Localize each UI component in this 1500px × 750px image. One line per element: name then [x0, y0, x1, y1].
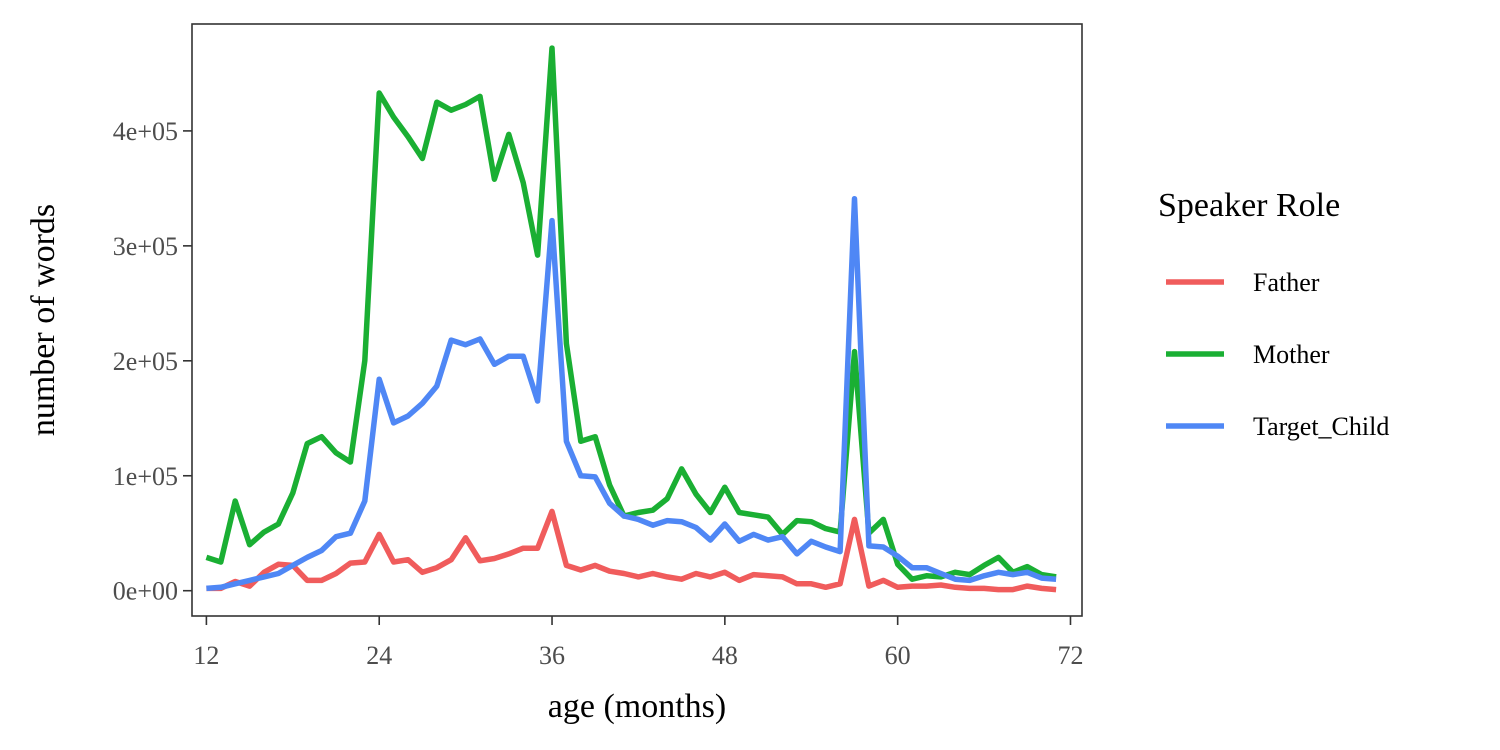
x-axis-title: age (months): [548, 688, 726, 725]
legend-label: Father: [1253, 268, 1320, 297]
legend-item: Target_Child: [1166, 412, 1389, 441]
x-tick-label: 36: [539, 641, 565, 670]
legend: Speaker Role Father Mother Target_Child: [1158, 187, 1389, 441]
x-tick-label: 12: [193, 641, 219, 670]
x-tick-label: 60: [885, 641, 911, 670]
x-axis: 12 24 36 48 60 72: [193, 616, 1083, 670]
y-axis: 0e+00 1e+05 2e+05 3e+05 4e+05: [113, 117, 192, 606]
y-tick-label: 1e+05: [113, 462, 178, 491]
legend-item: Mother: [1166, 340, 1330, 369]
series-line-mother: [205, 45, 1057, 582]
plot-panel-border: [191, 23, 1083, 617]
legend-item: Father: [1166, 268, 1320, 297]
y-tick-label: 3e+05: [113, 232, 178, 261]
y-tick-label: 2e+05: [113, 347, 178, 376]
series-line-father: [206, 508, 1057, 593]
legend-items: Father Mother Target_Child: [1166, 268, 1389, 441]
y-tick-label: 4e+05: [113, 117, 178, 146]
x-tick-label: 72: [1057, 641, 1083, 670]
series-line-target-child: [206, 195, 1057, 592]
y-tick-label: 0e+00: [113, 577, 178, 606]
y-axis-title: number of words: [25, 204, 62, 436]
x-tick-label: 48: [712, 641, 738, 670]
legend-label: Mother: [1253, 340, 1330, 369]
legend-title: Speaker Role: [1158, 187, 1340, 224]
legend-label: Target_Child: [1253, 412, 1389, 441]
series-lines: [205, 45, 1057, 593]
x-tick-label: 24: [366, 641, 392, 670]
